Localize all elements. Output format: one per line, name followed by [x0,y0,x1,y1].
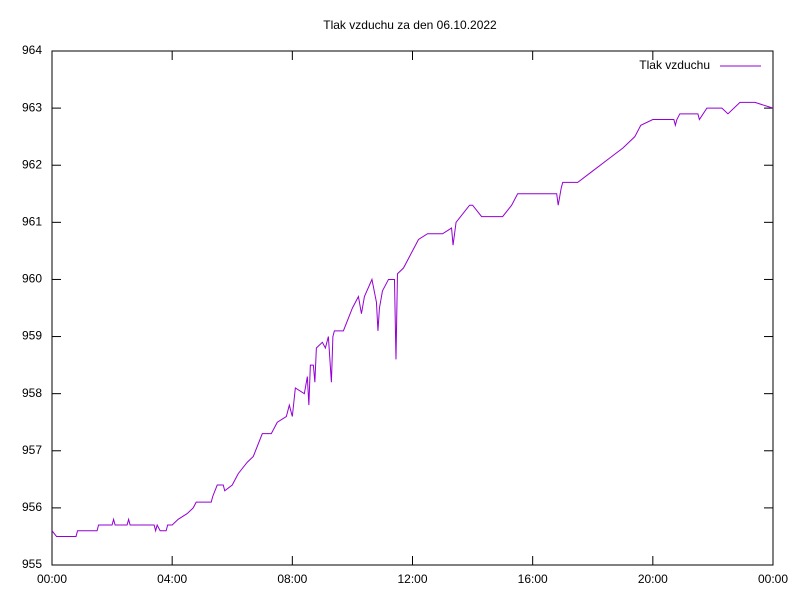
x-tick-label: 08:00 [277,572,307,586]
y-tick-label: 964 [22,43,42,57]
x-tick-label: 16:00 [518,572,548,586]
y-tick-label: 957 [22,443,42,457]
y-tick-label: 958 [22,386,42,400]
x-tick-label: 00:00 [37,572,67,586]
x-tick-label: 00:00 [758,572,788,586]
y-tick-label: 959 [22,329,42,343]
data-line [51,101,774,537]
x-tick-label: 20:00 [638,572,668,586]
y-tick-label: 963 [22,100,42,114]
y-tick-label: 960 [22,272,42,286]
y-tick-label: 955 [22,557,42,571]
y-tick-label: 962 [22,157,42,171]
legend-label: Tlak vzduchu [639,58,710,72]
y-tick-label: 961 [22,215,42,229]
x-tick-label: 12:00 [397,572,427,586]
y-tick-label: 956 [22,500,42,514]
chart-title: Tlak vzduchu za den 06.10.2022 [323,18,497,32]
x-tick-label: 04:00 [157,572,187,586]
